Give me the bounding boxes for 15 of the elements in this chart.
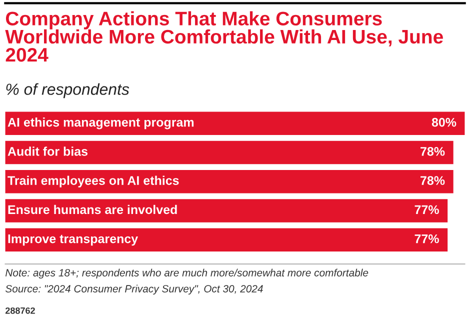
y-tick-label: Train employees on AI ethics — [8, 176, 179, 188]
data-label: 78% — [420, 146, 445, 156]
source-note: Source: "2024 Consumer Privacy Survey", Oct 30, 2024 — [5, 284, 263, 295]
text: 288762 — [5, 307, 35, 314]
y-tick-label: AI ethics management program — [8, 118, 194, 130]
text: Note: ages 18+; respondents who are much more/somewhat more comfortable — [5, 268, 368, 279]
y-tick-label: Audit for bias — [8, 146, 88, 156]
data-label: 77% — [414, 234, 439, 244]
y-tick-label: Improve transparency — [8, 234, 138, 246]
data-label: 77% — [414, 205, 439, 214]
chart-title: Company Actions That Make Consumers Worldwide More Comfortable With AI Use, June 2024 — [5, 11, 443, 62]
chart-subtitle: % of respondents — [6, 83, 130, 98]
data-label: 80% — [432, 118, 456, 127]
y-tick-label: Ensure humans are involved — [8, 204, 177, 214]
data-label: 78% — [420, 176, 445, 185]
